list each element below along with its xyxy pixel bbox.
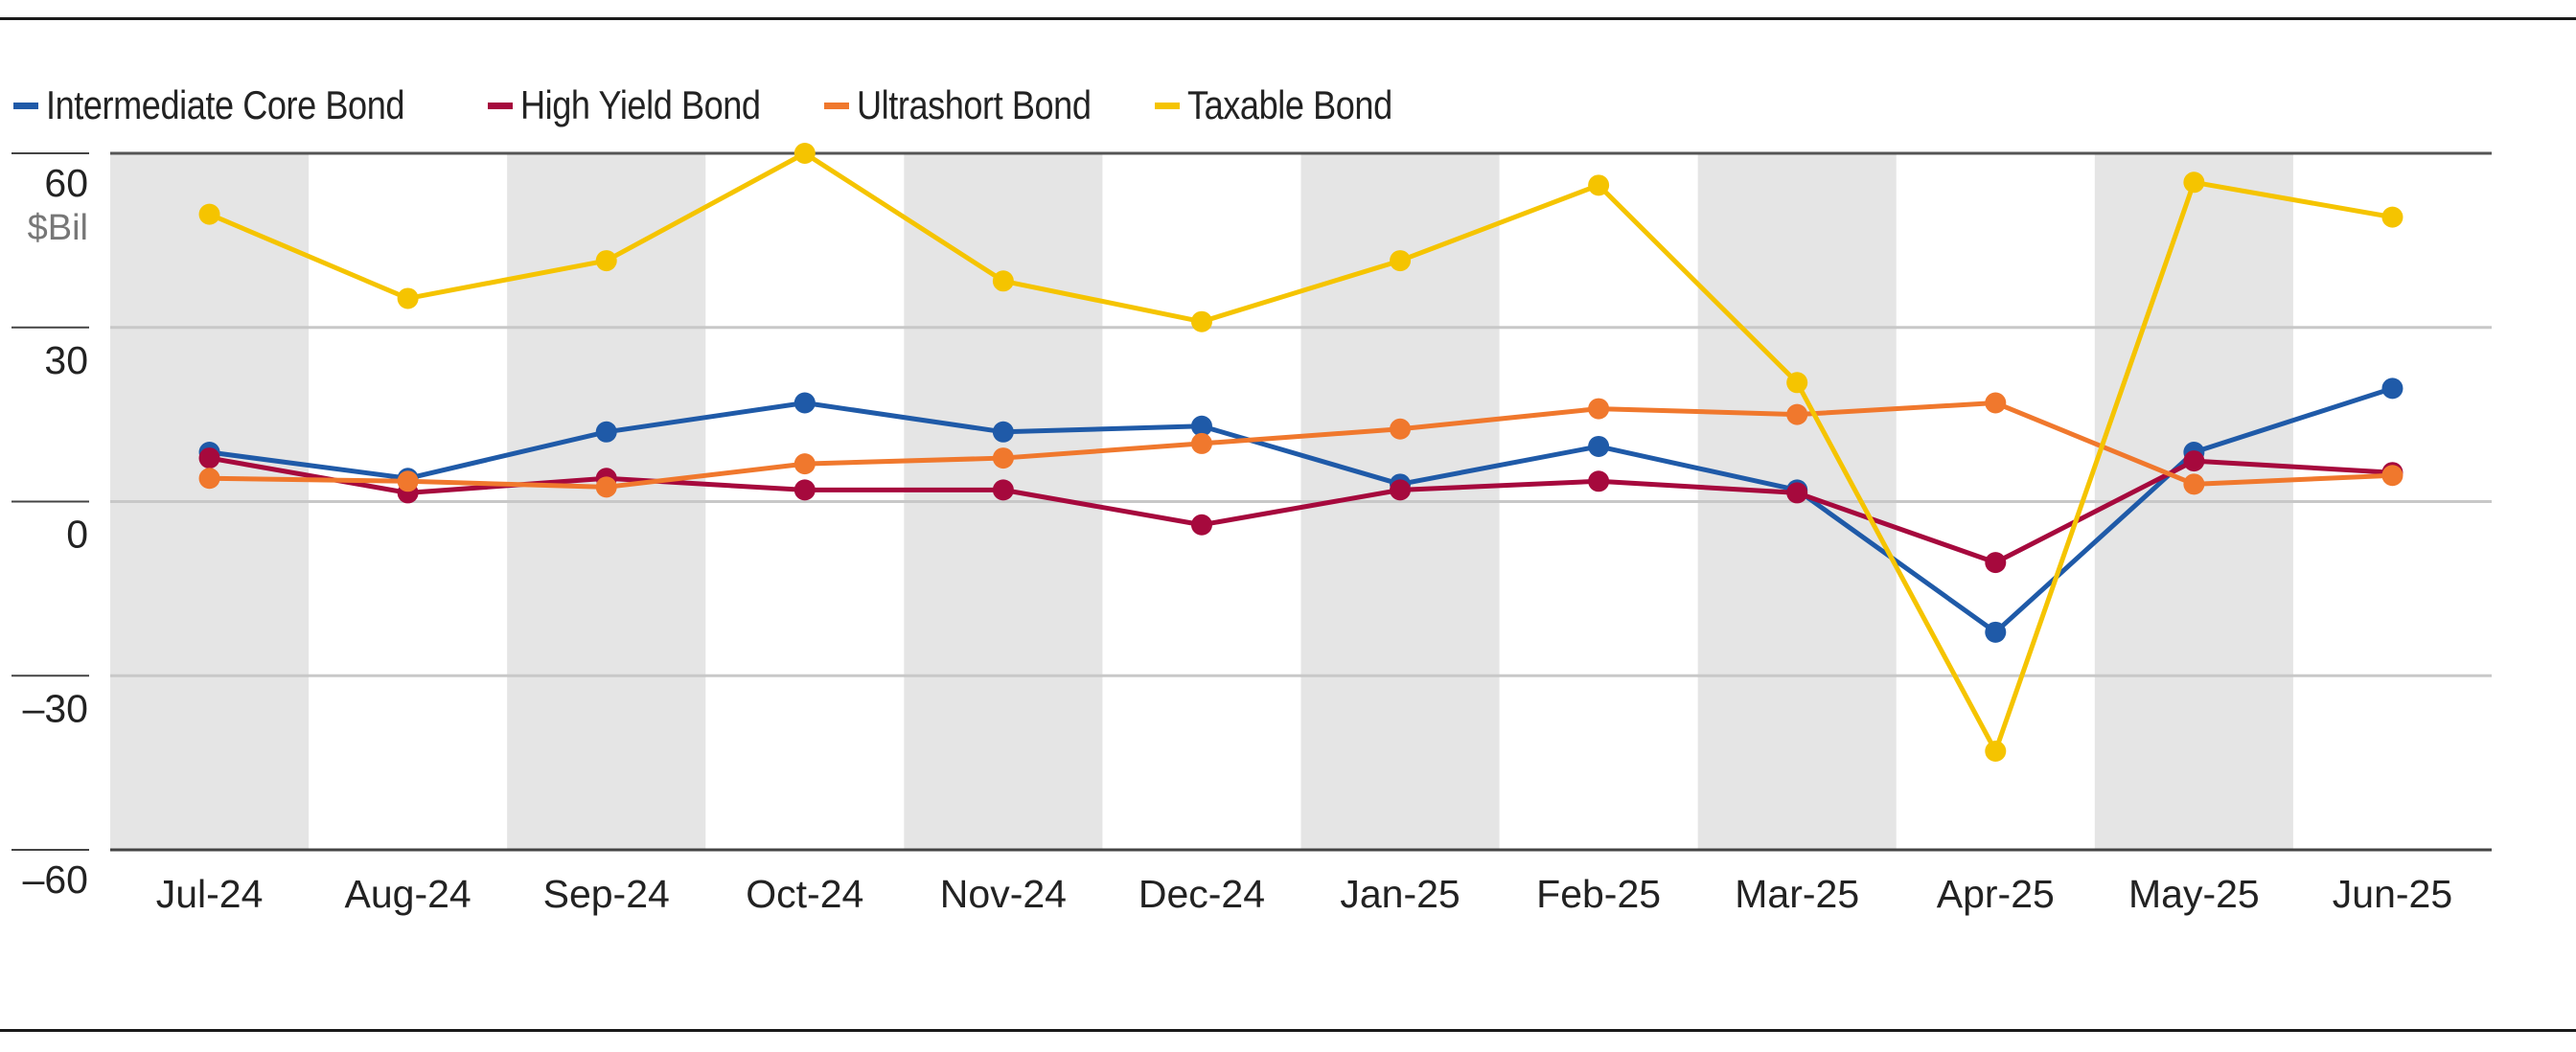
- y-tick-label: 0: [66, 513, 88, 557]
- data-point: [992, 270, 1014, 292]
- legend: Intermediate Core Bond High Yield Bond U…: [13, 80, 1450, 130]
- legend-label: High Yield Bond: [519, 82, 761, 127]
- x-tick-label: May-25: [2128, 872, 2260, 916]
- data-point: [1985, 741, 2007, 763]
- x-tick-label: Jan-25: [1340, 872, 1460, 916]
- data-point: [1588, 470, 1610, 492]
- legend-item-taxable-bond: Taxable Bond: [1154, 82, 1426, 128]
- data-point: [2381, 206, 2404, 228]
- data-point: [2381, 465, 2404, 487]
- x-tick-label: Mar-25: [1735, 872, 1859, 916]
- data-point: [2183, 450, 2205, 472]
- top-rule: [0, 17, 2576, 20]
- x-tick-label: Feb-25: [1536, 872, 1661, 916]
- data-point: [198, 203, 220, 225]
- x-tick-label: Sep-24: [543, 872, 670, 916]
- data-point: [1588, 435, 1610, 457]
- data-point: [1190, 415, 1212, 437]
- data-point: [1786, 482, 1808, 504]
- y-tick-label: –30: [23, 686, 88, 730]
- series-line: [207, 150, 2395, 754]
- data-point: [794, 453, 816, 475]
- series-lines: [198, 143, 2404, 763]
- legend-item-ultrashort-bond: Ultrashort Bond: [824, 82, 1129, 128]
- data-point: [1190, 310, 1212, 332]
- data-point: [595, 476, 617, 498]
- data-point: [2381, 377, 2404, 400]
- data-point: [1390, 250, 1412, 272]
- legend-item-intermediate-core-bond: Intermediate Core Bond: [13, 82, 463, 128]
- data-point: [794, 143, 816, 164]
- legend-swatch-ultrashort-bond: [824, 102, 850, 109]
- data-point: [1786, 403, 1808, 425]
- data-point: [1786, 372, 1808, 394]
- x-tick-label: Jul-24: [156, 872, 264, 916]
- data-point: [397, 287, 419, 309]
- x-tick-label: Jun-25: [2333, 872, 2452, 916]
- data-point: [1190, 432, 1212, 454]
- series-line: [207, 385, 2395, 635]
- data-point: [1190, 514, 1212, 536]
- data-point: [198, 447, 220, 469]
- x-tick-label: Aug-24: [345, 872, 472, 916]
- data-point: [794, 392, 816, 414]
- y-axis-ticks: 60 30 0 –30 –60: [23, 161, 88, 902]
- x-tick-label: Nov-24: [940, 872, 1067, 916]
- data-point: [2183, 172, 2205, 194]
- legend-label: Intermediate Core Bond: [46, 82, 405, 127]
- data-point: [1985, 621, 2007, 643]
- legend-label: Ultrashort Bond: [857, 82, 1092, 127]
- data-point: [1588, 174, 1610, 196]
- data-point: [595, 421, 617, 443]
- x-tick-label: Dec-24: [1138, 872, 1265, 916]
- x-tick-label: Oct-24: [746, 872, 863, 916]
- data-point: [1985, 552, 2007, 574]
- legend-swatch-high-yield-bond: [487, 102, 513, 109]
- series-ultrashort-bond: [198, 392, 2404, 498]
- data-point: [1390, 479, 1412, 501]
- y-tick-label: –60: [23, 858, 88, 902]
- gridlines: [12, 151, 2492, 852]
- data-point: [992, 447, 1014, 469]
- y-axis-unit-label: $Bil: [28, 208, 88, 248]
- x-tick-label: Apr-25: [1937, 872, 2055, 916]
- series-line: [207, 455, 2395, 565]
- series-taxable-bond: [198, 143, 2404, 763]
- data-point: [1985, 392, 2007, 414]
- series-line: [207, 400, 2395, 490]
- data-point: [2183, 473, 2205, 495]
- y-tick-label: 30: [44, 338, 88, 382]
- data-point: [992, 479, 1014, 501]
- legend-label: Taxable Bond: [1186, 82, 1392, 127]
- data-point: [794, 479, 816, 501]
- x-axis-ticks: Jul-24 Aug-24 Sep-24 Oct-24 Nov-24 Dec-24 Jan-…: [156, 872, 2452, 916]
- legend-swatch-intermediate-core-bond: [13, 102, 38, 109]
- legend-swatch-taxable-bond: [1154, 102, 1180, 109]
- bottom-rule: [0, 1029, 2576, 1032]
- data-point: [1588, 398, 1610, 420]
- data-point: [198, 468, 220, 490]
- data-point: [992, 421, 1014, 443]
- data-point: [397, 470, 419, 492]
- data-point: [1390, 418, 1412, 440]
- data-point: [595, 250, 617, 272]
- y-tick-label: 60: [44, 161, 88, 205]
- legend-item-high-yield-bond: High Yield Bond: [487, 82, 799, 128]
